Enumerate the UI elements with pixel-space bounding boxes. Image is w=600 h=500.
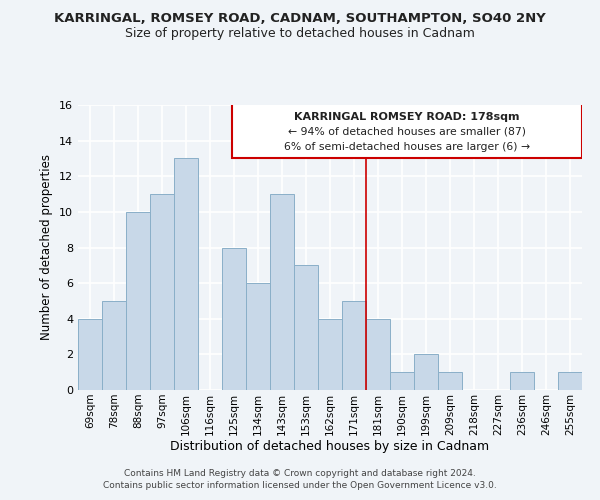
Bar	[558, 372, 582, 390]
Bar	[438, 372, 462, 390]
X-axis label: Distribution of detached houses by size in Cadnam: Distribution of detached houses by size …	[170, 440, 490, 454]
Bar	[150, 194, 174, 390]
Bar	[414, 354, 438, 390]
Bar	[390, 372, 414, 390]
Text: Contains public sector information licensed under the Open Government Licence v3: Contains public sector information licen…	[103, 480, 497, 490]
Bar	[318, 319, 342, 390]
Bar	[102, 301, 126, 390]
Text: 6% of semi-detached houses are larger (6) →: 6% of semi-detached houses are larger (6…	[284, 142, 530, 152]
Y-axis label: Number of detached properties: Number of detached properties	[40, 154, 53, 340]
Bar	[126, 212, 150, 390]
Bar	[366, 319, 390, 390]
Bar	[174, 158, 198, 390]
Text: Size of property relative to detached houses in Cadnam: Size of property relative to detached ho…	[125, 28, 475, 40]
Bar	[246, 283, 270, 390]
Bar	[294, 266, 318, 390]
Text: KARRINGAL ROMSEY ROAD: 178sqm: KARRINGAL ROMSEY ROAD: 178sqm	[294, 112, 520, 122]
Text: KARRINGAL, ROMSEY ROAD, CADNAM, SOUTHAMPTON, SO40 2NY: KARRINGAL, ROMSEY ROAD, CADNAM, SOUTHAMP…	[54, 12, 546, 26]
Text: Contains HM Land Registry data © Crown copyright and database right 2024.: Contains HM Land Registry data © Crown c…	[124, 470, 476, 478]
Bar	[270, 194, 294, 390]
FancyBboxPatch shape	[232, 103, 582, 158]
Bar	[510, 372, 534, 390]
Bar	[78, 319, 102, 390]
Bar	[342, 301, 366, 390]
Bar	[222, 248, 246, 390]
Text: ← 94% of detached houses are smaller (87): ← 94% of detached houses are smaller (87…	[288, 126, 526, 136]
